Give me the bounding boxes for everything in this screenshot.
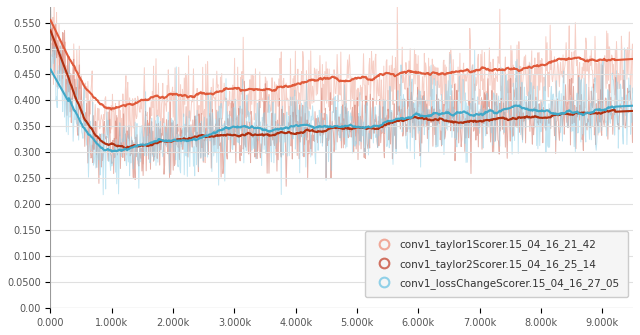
Legend: conv1_taylor1Scorer.15_04_16_21_42, conv1_taylor2Scorer.15_04_16_25_14, conv1_lo: conv1_taylor1Scorer.15_04_16_21_42, conv… <box>365 231 628 297</box>
